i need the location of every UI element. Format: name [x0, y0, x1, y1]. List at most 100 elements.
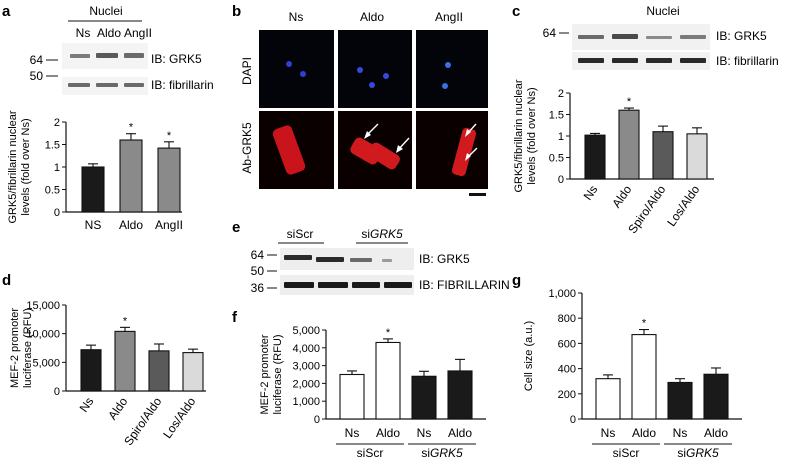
- panel-a-band: [124, 83, 144, 87]
- panel-e-band: [384, 282, 412, 288]
- y-tick-label: 10,000: [26, 329, 60, 341]
- panel-a-blot-header: Nuclei: [89, 4, 122, 18]
- panel-e-band: [318, 282, 348, 288]
- bar: [618, 109, 640, 180]
- y-tick-label: 200: [558, 389, 576, 401]
- bar: [157, 147, 181, 213]
- y-tick-label: 0: [314, 414, 320, 426]
- arrowhead: [465, 153, 471, 161]
- panel-a-ib-grk5: IB: GRK5: [151, 52, 202, 66]
- y-tick-label: 600: [558, 338, 576, 350]
- x-tick-label: Ns: [581, 183, 601, 203]
- panel-e-band: [382, 259, 392, 262]
- chart-panel-f: 0 1,000 2,000 3,000 4,000 5,000 MEF-2 promoter…: [259, 325, 486, 460]
- x-tick-label: Los/Aldo: [160, 394, 198, 441]
- arrowhead: [396, 145, 403, 153]
- y-tick-label: 0.5: [45, 185, 60, 197]
- y-tick-label: 1.5: [45, 140, 60, 152]
- panel-c-blot-fibrillarin: [572, 52, 710, 70]
- panel-e-group-sigrk5: siGRK5: [361, 227, 403, 241]
- bar: [447, 370, 473, 420]
- y-tick-label: 2: [558, 88, 564, 100]
- x-tick-label: Aldo: [119, 218, 143, 232]
- bar: [148, 350, 170, 392]
- panel-a-band: [124, 53, 144, 58]
- x-tick-label: Ns: [417, 426, 432, 440]
- bar: [80, 349, 102, 392]
- panel-c-band: [646, 36, 672, 39]
- nucleus: [442, 83, 448, 89]
- y-tick-label: 0: [570, 414, 576, 426]
- panel-c-band: [612, 58, 638, 63]
- panel-b-row-grk5: Ab-GRK5: [240, 122, 254, 174]
- x-tick-label: Aldo: [448, 426, 472, 440]
- x-tick-label: Ns: [601, 426, 616, 440]
- bar: [584, 134, 606, 180]
- y-tick-label: 1: [558, 131, 564, 143]
- x-tick-label: Aldo: [704, 426, 728, 440]
- group-label: siGRK5: [677, 446, 719, 460]
- bar: [375, 341, 401, 420]
- panel-c-ib-fibrillarin: IB: fibrillarin: [716, 54, 779, 68]
- panel-c-band: [612, 34, 638, 39]
- y-axis-label: luciferase (RFU): [22, 308, 34, 388]
- nucleus: [300, 71, 306, 77]
- panel-letter-e: e: [232, 219, 240, 236]
- bar: [595, 378, 621, 420]
- panel-b-micrographs: Ns Aldo AngII DAPI Ab-GRK5: [240, 10, 488, 196]
- panel-c-band: [646, 58, 672, 63]
- panel-a-band: [70, 54, 90, 58]
- y-axis-label: MEF-2 promoter: [9, 308, 21, 388]
- panel-a-band: [96, 83, 118, 87]
- bar: [686, 133, 708, 180]
- y-tick-label: 0: [54, 386, 60, 398]
- group-label: siScr: [613, 446, 640, 460]
- panel-a-mw-50: 50: [30, 69, 44, 83]
- panel-letter-d: d: [2, 272, 11, 289]
- panel-e-band: [316, 257, 344, 262]
- significance-star: *: [642, 318, 647, 330]
- bar: [667, 381, 693, 420]
- panel-e-band: [284, 282, 314, 288]
- myocyte: [272, 125, 306, 175]
- y-tick-label: 0: [54, 207, 60, 219]
- panel-e-group-siscr: siScr: [287, 227, 314, 241]
- nucleus: [445, 62, 451, 68]
- panel-a-ib-fibrillarin: IB: fibrillarin: [151, 78, 214, 92]
- nucleus: [383, 73, 389, 79]
- bar: [81, 166, 105, 213]
- group-label: siScr: [357, 446, 384, 460]
- panel-e-blot-grk5: [280, 248, 414, 270]
- y-tick-label: 1,000: [292, 396, 320, 408]
- panel-a-band: [68, 83, 90, 87]
- significance-star: *: [627, 96, 632, 108]
- panel-a-band: [96, 53, 118, 58]
- panel-letter-g: g: [512, 272, 521, 289]
- y-tick-label: 1: [54, 162, 60, 174]
- panel-c-blot: Nuclei 64 IB: GRK5 IB: fibrillarin: [543, 4, 779, 70]
- x-tick-label: Aldo: [609, 182, 634, 210]
- panel-b-col-aldo: Aldo: [360, 10, 384, 24]
- panel-e-blot: siScr siGRK5 64 50 36 IB: GRK5 IB: FIBRI…: [251, 227, 510, 295]
- bar: [631, 334, 657, 420]
- y-axis-label: luciferase (RFU): [272, 334, 284, 414]
- x-tick-label: Ns: [77, 395, 97, 415]
- panel-e-mw-64: 64: [251, 248, 265, 262]
- y-axis-label: GRK5/fibrillarin nuclear: [513, 79, 525, 192]
- panel-e-band: [350, 258, 372, 262]
- panel-a-blot: Nuclei Ns Aldo AngII 64 50 IB: GRK5 IB: …: [30, 4, 214, 95]
- significance-star: *: [129, 122, 134, 134]
- panel-c-band: [680, 35, 706, 39]
- y-axis-label: Cell size (a.u.): [523, 321, 535, 391]
- bar: [652, 131, 674, 180]
- nucleus: [369, 82, 375, 88]
- panel-c-band: [680, 58, 706, 63]
- y-tick-label: 0.5: [549, 153, 564, 165]
- x-tick-label: Los/Aldo: [664, 182, 702, 229]
- x-tick-label: Aldo: [632, 426, 656, 440]
- panel-c-band: [578, 58, 604, 63]
- panel-e-mw-50: 50: [251, 264, 265, 278]
- y-tick-label: 2: [54, 117, 60, 129]
- y-tick-label: 15,000: [26, 300, 60, 312]
